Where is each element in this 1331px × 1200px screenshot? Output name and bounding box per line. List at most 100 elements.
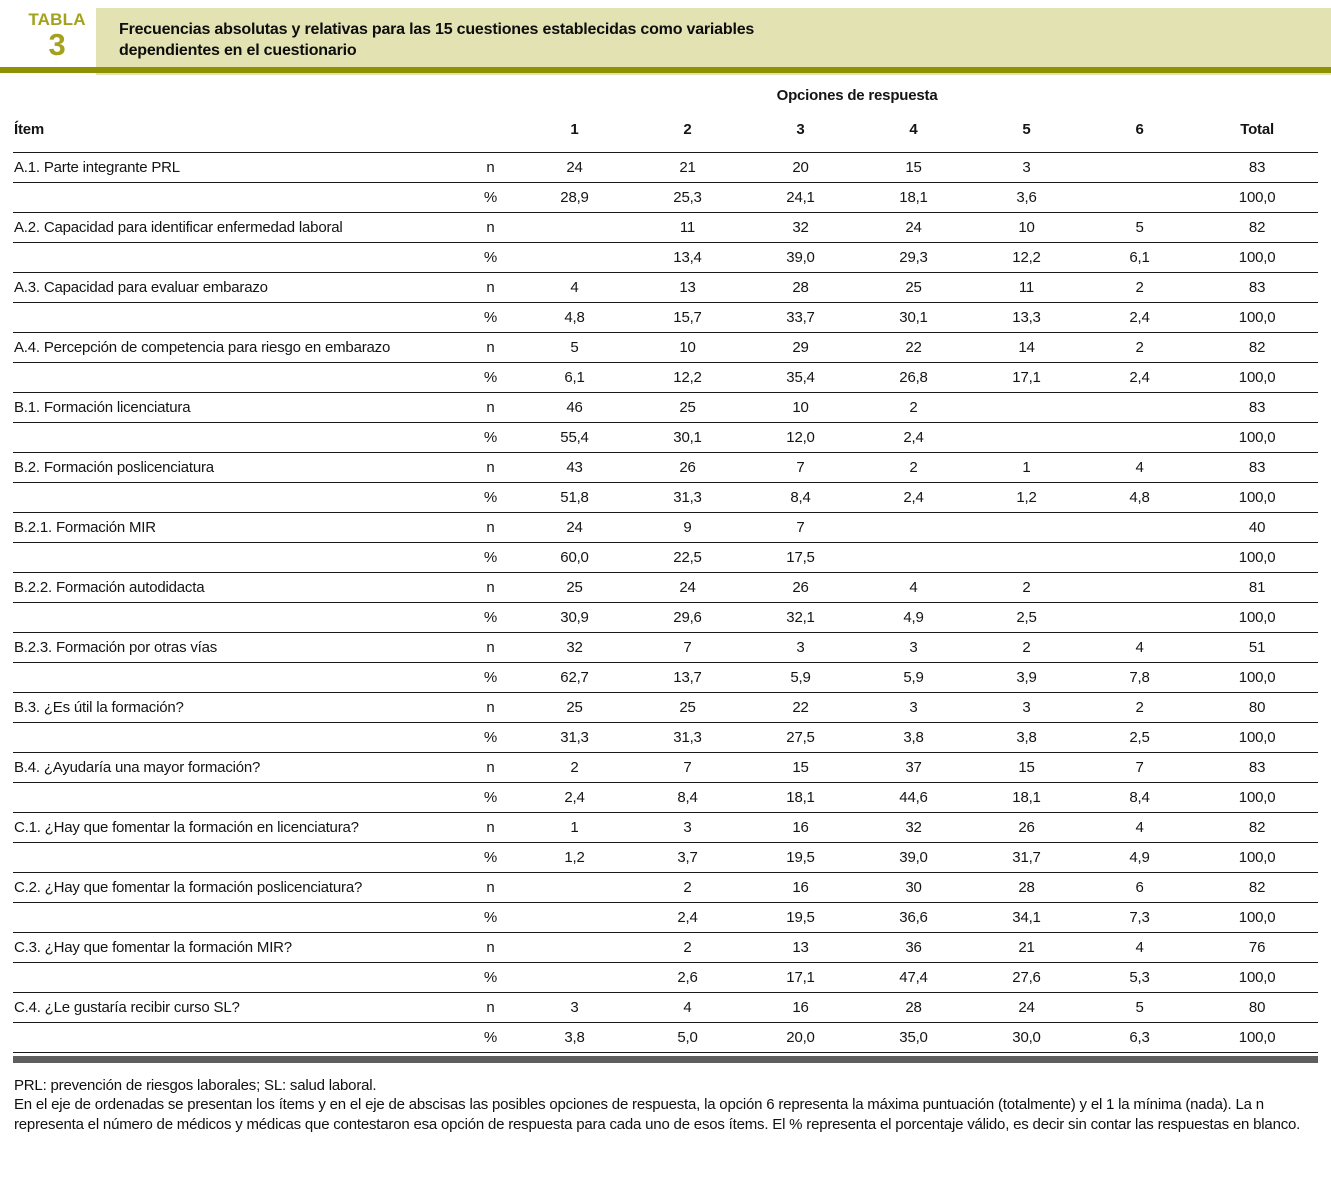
item-label: A.3. Capacidad para evaluar embarazo (13, 272, 463, 303)
table-row: A.4. Percepción de competencia para ries… (13, 332, 1319, 363)
option-value: 24 (518, 152, 631, 183)
item-label: B.2.3. Formación por otras vías (13, 632, 463, 663)
option-value (1083, 602, 1197, 633)
option-value: 3 (857, 692, 970, 723)
col-header-option: 2 (631, 107, 744, 153)
option-value: 4 (1083, 812, 1197, 843)
option-value: 3,9 (970, 662, 1083, 693)
option-value: 31,7 (970, 842, 1083, 873)
option-value: 19,5 (744, 902, 857, 933)
table-header: TABLA 3 Frecuencias absolutas y relativa… (0, 0, 1331, 75)
table-row: B.4. ¿Ayudaría una mayor formación? n 2 7 15… (13, 752, 1319, 783)
item-label (13, 242, 463, 273)
option-value (970, 542, 1083, 573)
item-label (13, 962, 463, 993)
item-label: B.1. Formación licenciatura (13, 392, 463, 423)
option-value: 25 (631, 692, 744, 723)
option-value: 6,3 (1083, 1022, 1197, 1053)
option-value: 24 (518, 512, 631, 543)
option-value: 2,4 (857, 482, 970, 513)
option-value: 4,9 (1083, 842, 1197, 873)
option-value: 13,7 (631, 662, 744, 693)
row-kind-percent: % (463, 902, 518, 933)
option-value: 30 (857, 872, 970, 903)
option-value: 13,3 (970, 302, 1083, 333)
table-row: A.3. Capacidad para evaluar embarazo n 4 13… (13, 272, 1319, 303)
col-header-option: 1 (518, 107, 631, 153)
option-value: 2 (970, 572, 1083, 603)
total-value: 100,0 (1196, 302, 1319, 333)
total-value: 51 (1196, 632, 1319, 663)
option-value: 30,1 (631, 422, 744, 453)
total-value: 100,0 (1196, 902, 1319, 933)
total-value: 83 (1196, 152, 1319, 183)
option-value: 19,5 (744, 842, 857, 873)
option-value: 26 (631, 452, 744, 483)
option-value: 3,6 (970, 182, 1083, 213)
row-kind-n: n (463, 452, 518, 483)
option-value: 18,1 (857, 182, 970, 213)
option-value: 7,3 (1083, 902, 1197, 933)
item-label (13, 482, 463, 513)
row-kind-percent: % (463, 782, 518, 813)
row-kind-n: n (463, 992, 518, 1023)
option-value: 43 (518, 452, 631, 483)
option-value: 9 (631, 512, 744, 543)
option-value: 4 (1083, 632, 1197, 663)
option-value (518, 932, 631, 963)
option-value: 26 (744, 572, 857, 603)
footnote-abbreviations: PRL: prevención de riesgos laborales; SL… (14, 1076, 377, 1094)
option-value: 3 (744, 632, 857, 663)
option-value: 30,0 (970, 1022, 1083, 1053)
option-value: 32 (857, 812, 970, 843)
item-label (13, 182, 463, 213)
option-value: 2,4 (857, 422, 970, 453)
total-value: 76 (1196, 932, 1319, 963)
option-value: 32,1 (744, 602, 857, 633)
table-title-box: Frecuencias absolutas y relativas para l… (96, 8, 1331, 75)
option-value: 28,9 (518, 182, 631, 213)
option-value: 8,4 (1083, 782, 1197, 813)
total-value: 83 (1196, 452, 1319, 483)
total-value: 82 (1196, 872, 1319, 903)
total-value: 82 (1196, 812, 1319, 843)
col-header-option: 6 (1083, 107, 1197, 153)
total-value: 100,0 (1196, 362, 1319, 393)
total-value: 82 (1196, 332, 1319, 363)
option-value: 32 (744, 212, 857, 243)
table-row: C.3. ¿Hay que fomentar la formación MIR?… (13, 932, 1319, 963)
item-label: B.3. ¿Es útil la formación? (13, 692, 463, 723)
row-kind-percent: % (463, 722, 518, 753)
option-value (1083, 512, 1197, 543)
table-row: C.4. ¿Le gustaría recibir curso SL? n 3 4 16… (13, 992, 1319, 1023)
option-value (1083, 422, 1197, 453)
option-value: 10 (970, 212, 1083, 243)
item-label (13, 542, 463, 573)
option-value: 4 (857, 572, 970, 603)
option-value: 2,6 (631, 962, 744, 993)
table-row: % 31,3 31,3 27,5 3,8 3,8 2,5 100,0 (13, 722, 1319, 753)
option-value (857, 542, 970, 573)
option-value: 5 (518, 332, 631, 363)
item-label (13, 842, 463, 873)
row-kind-n: n (463, 872, 518, 903)
option-value: 4 (1083, 932, 1197, 963)
total-value: 40 (1196, 512, 1319, 543)
frequencies-table-wrap: Opciones de respuesta Ítem 1 2 3 4 5 6 T… (13, 75, 1319, 1053)
option-value: 15 (744, 752, 857, 783)
option-value (518, 872, 631, 903)
item-label: B.2.1. Formación MIR (13, 512, 463, 543)
option-value: 3,8 (518, 1022, 631, 1053)
column-header-row: Ítem 1 2 3 4 5 6 Total (13, 107, 1319, 153)
table-row: % 6,1 12,2 35,4 26,8 17,1 2,4 100,0 (13, 362, 1319, 393)
table-row: B.2. Formación poslicenciatura n 43 26 7 2 1 4 8… (13, 452, 1319, 483)
option-value: 2,4 (1083, 302, 1197, 333)
option-value: 3 (970, 692, 1083, 723)
table-row: A.2. Capacidad para identificar enfermed… (13, 212, 1319, 243)
table-row: % 2,4 8,4 18,1 44,6 18,1 8,4 100,0 (13, 782, 1319, 813)
total-value: 100,0 (1196, 962, 1319, 993)
accent-rule (0, 67, 1331, 73)
row-kind-percent: % (463, 842, 518, 873)
option-value: 7,8 (1083, 662, 1197, 693)
total-value: 100,0 (1196, 422, 1319, 453)
